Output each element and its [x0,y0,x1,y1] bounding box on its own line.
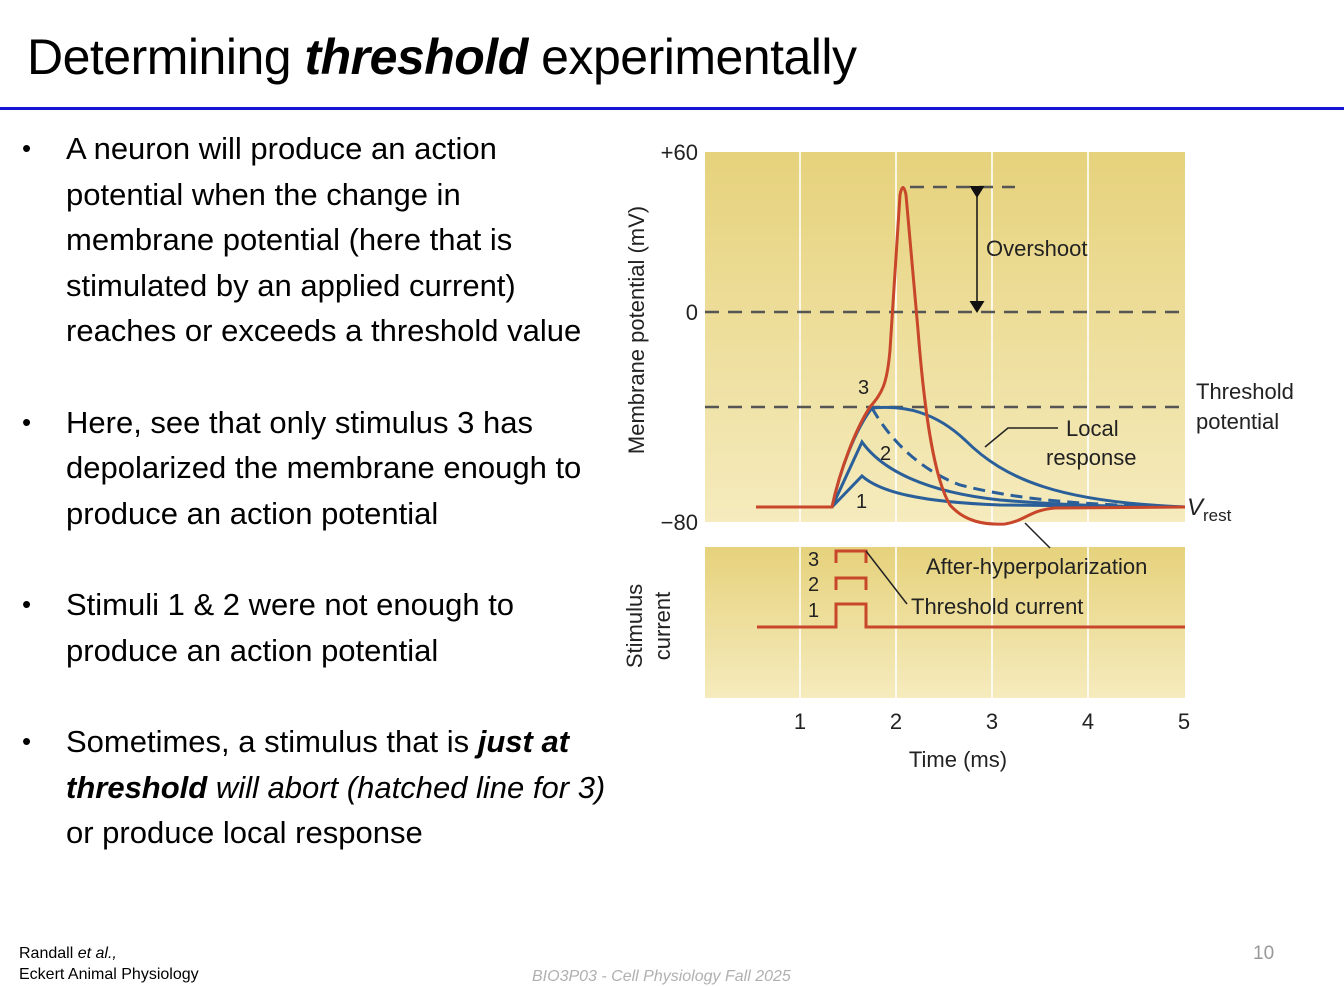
y-axis-label-bottom: current [650,592,675,660]
x-tick: 1 [794,709,806,734]
gridlines [799,152,1089,698]
aborted-response-dashed [870,407,1186,509]
bullet-item: A neuron will produce an action potentia… [22,126,612,354]
local-response-curve-1 [830,473,1186,509]
stim-label-3: 3 [808,549,819,571]
y-axis-label-bottom: Stimulus [622,584,647,668]
x-tick: 2 [890,709,902,734]
membrane-panel [705,152,1185,522]
after-hyper-leader [1024,522,1051,549]
x-axis-label: Time (ms) [909,747,1007,772]
bullet-item: Here, see that only stimulus 3 has depol… [22,400,612,537]
after-hyperpolarization-label: After-hyperpolarization [926,554,1147,579]
action-potential-curve [756,186,1186,526]
overshoot-label: Overshoot [986,236,1088,261]
y-tick: +60 [661,140,698,165]
title-divider [0,107,1344,110]
local-response-leader [984,427,1058,448]
page-number: 10 [1253,943,1275,964]
bullet-item: Stimuli 1 & 2 were not enough to produce… [22,582,612,673]
stim-label-1: 1 [808,600,819,622]
threshold-current-leader [865,550,908,605]
x-tick: 4 [1082,709,1094,734]
action-potential-figure: +60 0 −80 1 2 3 4 5 Time (ms) Membrane p… [622,140,1294,772]
x-tick: 3 [986,709,998,734]
citation: Randall et al., Eckert Animal Physiology [19,945,199,983]
threshold-current-label: Threshold current [911,594,1083,619]
y-tick: −80 [661,510,698,535]
local-response-label: response [1046,445,1137,470]
curve-label-3: 3 [858,377,869,399]
threshold-potential-label: potential [1196,409,1279,434]
threshold-potential-label: Threshold [1196,379,1294,404]
x-tick: 5 [1178,709,1190,734]
vrest-label: Vrest [1187,494,1232,525]
stimulus-2-marker [834,576,868,590]
curve-label-2: 2 [880,443,891,465]
stimulus-3-marker [834,549,868,563]
stimulus-trace [757,602,1185,629]
bullet-list: A neuron will produce an action potentia… [22,126,612,902]
course-footer: BIO3P03 - Cell Physiology Fall 2025 [532,968,791,985]
curve-label-1: 1 [856,491,867,513]
slide-title: Determining threshold experimentally [27,29,857,85]
stimulus-panel [705,547,1185,698]
stim-label-2: 2 [808,574,819,596]
y-axis-label-top: Membrane potential (mV) [624,206,649,454]
bullet-item: Sometimes, a stimulus that is just at th… [22,719,612,856]
local-response-label: Local [1066,416,1119,441]
y-tick: 0 [686,300,698,325]
